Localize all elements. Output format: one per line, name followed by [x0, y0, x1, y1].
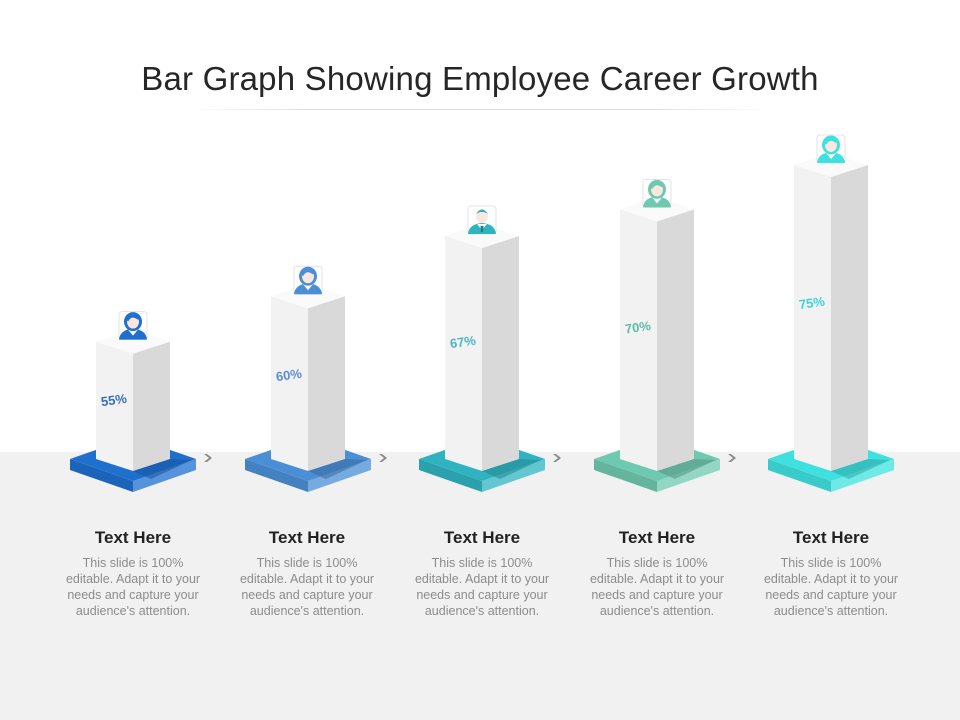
column-front-face	[620, 209, 657, 471]
caption-body: This slide is 100% editable. Adapt it to…	[239, 556, 375, 618]
caption-heading: Text Here	[618, 528, 696, 547]
column-top	[271, 284, 345, 309]
column-front-face	[794, 164, 831, 471]
title-divider	[190, 109, 770, 110]
man-avatar-icon	[467, 205, 497, 235]
caption-body: This slide is 100% editable. Adapt it to…	[414, 556, 550, 618]
plate-right-face	[482, 459, 545, 492]
column-side-face	[831, 164, 868, 471]
plate-left-face	[419, 459, 482, 492]
woman-avatar-icon	[293, 265, 323, 295]
column-shadow	[831, 459, 890, 479]
column-front-face	[445, 236, 482, 471]
chevron-right-icon	[379, 454, 387, 462]
plate-left-face	[245, 459, 308, 492]
caption-4: Text Here This slide is 100% editable. A…	[582, 528, 732, 619]
bar-column-3: 67%	[419, 205, 561, 492]
column-front-face	[271, 296, 308, 471]
column-top	[620, 197, 694, 222]
caption-heading: Text Here	[268, 528, 346, 547]
woman-avatar-icon	[118, 311, 148, 341]
plate-left-face	[70, 459, 133, 492]
woman-avatar-icon	[642, 178, 672, 208]
caption-body: This slide is 100% editable. Adapt it to…	[589, 556, 725, 618]
chevron-right-icon	[204, 454, 212, 462]
floor-band	[0, 452, 960, 720]
bar-column-4: 70%	[594, 178, 736, 492]
column-top	[445, 224, 519, 249]
caption-body: This slide is 100% editable. Adapt it to…	[65, 556, 201, 618]
column-top	[794, 152, 868, 177]
column-side-face	[308, 296, 345, 471]
page-title: Bar Graph Showing Employee Career Growth	[141, 60, 819, 97]
plate-left-face	[594, 459, 657, 492]
caption-1: Text Here This slide is 100% editable. A…	[58, 528, 208, 619]
plate-right-face	[308, 459, 371, 492]
caption-body: This slide is 100% editable. Adapt it to…	[763, 556, 899, 618]
caption-3: Text Here This slide is 100% editable. A…	[407, 528, 557, 619]
plate-left-face	[768, 459, 831, 492]
column-side-face	[482, 236, 519, 471]
chevron-right-icon	[553, 454, 561, 462]
bar-column-1: 55%	[70, 311, 212, 492]
caption-2: Text Here This slide is 100% editable. A…	[232, 528, 382, 619]
column-top	[96, 329, 170, 354]
plate-right-face	[831, 459, 894, 492]
plate-right-face	[133, 459, 196, 492]
caption-heading: Text Here	[792, 528, 870, 547]
column-front-face	[96, 341, 133, 471]
bar-column-5: 75%	[768, 134, 894, 492]
woman-avatar-icon	[816, 134, 846, 164]
plate-right-face	[657, 459, 720, 492]
value-label: 60%	[275, 366, 303, 385]
column-shadow	[482, 459, 541, 479]
chevron-right-icon	[728, 454, 736, 462]
column-shadow	[308, 459, 367, 479]
column-shadow	[133, 459, 192, 479]
bar-column-2: 60%	[245, 265, 387, 492]
value-label: 70%	[624, 318, 652, 337]
column-side-face	[133, 341, 170, 471]
caption-5: Text Here This slide is 100% editable. A…	[756, 528, 906, 619]
column-side-face	[657, 209, 694, 471]
caption-heading: Text Here	[94, 528, 172, 547]
caption-heading: Text Here	[443, 528, 521, 547]
value-label: 67%	[449, 333, 477, 352]
column-shadow	[657, 459, 716, 479]
value-label: 75%	[798, 294, 826, 313]
value-label: 55%	[100, 391, 128, 410]
